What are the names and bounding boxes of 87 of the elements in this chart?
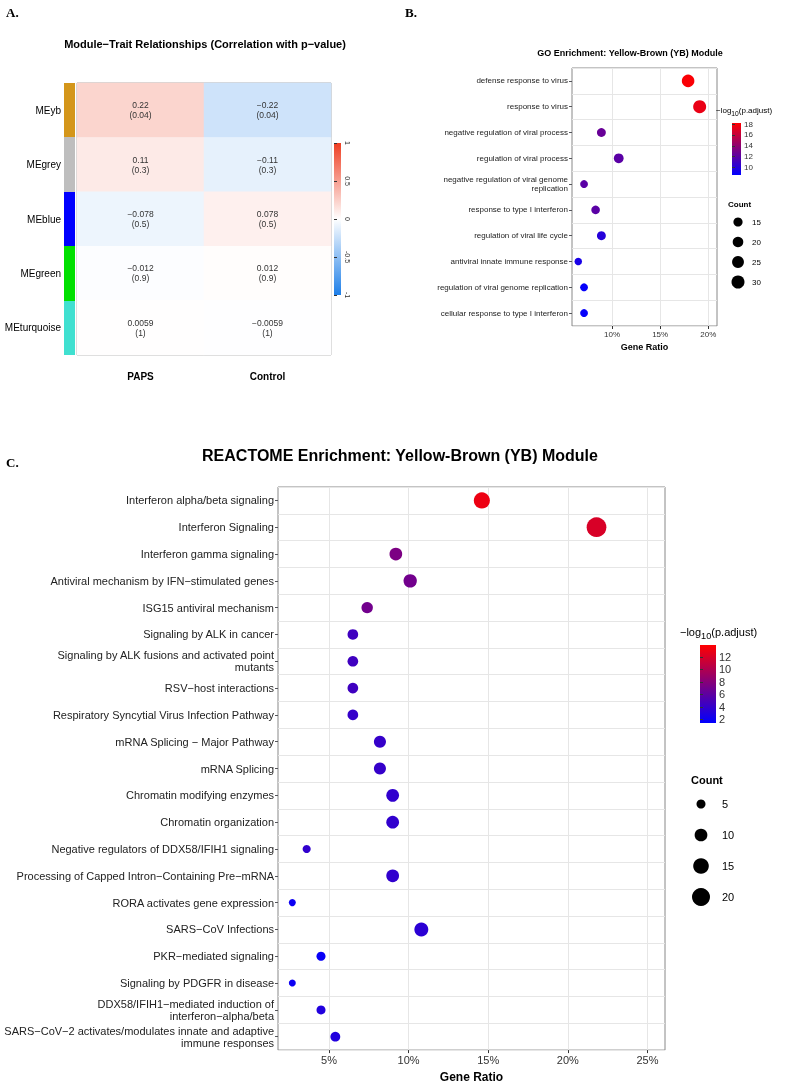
data-label: 0.0059 (1) (127, 317, 154, 338)
text: B. (405, 5, 417, 20)
chart-title: REACTOME Enrichment: Yellow-Brown (YB) Module (202, 446, 599, 464)
y-tick-label: ISG15 antiviral mechanism (142, 601, 274, 614)
color-bar-label: 8 (719, 675, 726, 688)
y-tick-label: PKR−mediated signaling (153, 950, 274, 963)
y-tick-label: Chromatin modifying enzymes (126, 789, 275, 802)
y-tick-label: Processing of Capped Intron−Containing Pre−mRNA (16, 869, 275, 882)
y-tick-label: regulation of viral life cycle (474, 231, 569, 241)
data-label: −0.012 (0.9) (127, 263, 154, 284)
legend-label: 20 (752, 237, 762, 247)
legend-label: 30 (752, 277, 762, 287)
y-tick-label: RORA activates gene expression (112, 896, 274, 909)
chart-title: GO Enrichment: Yellow-Brown (YB) Module (537, 47, 723, 58)
y-tick-label: mRNA Splicing − Major Pathway (115, 735, 275, 748)
y-tick-label: response to type I interferon (468, 205, 568, 215)
data-label: −0.0059 (1) (252, 317, 284, 338)
y-tick-label: response to virus (507, 102, 568, 112)
color-bar-title: −log$_{10}$(p.adjust) (716, 106, 773, 118)
data-label: 0.012 (0.9) (256, 263, 279, 284)
y-tick-label: Signaling by ALK fusions and activated point mutants (57, 649, 275, 674)
y-tick-label: MEgrey (26, 159, 61, 171)
y-tick-label: Interferon Signaling (178, 521, 274, 534)
y-tick-label: negative regulation of viral genome replication (443, 175, 569, 193)
color-bar-label: 12 (719, 650, 732, 663)
color-bar-title: −log$_{10}$(p.adjust) (680, 626, 758, 643)
color-bar-label: 14 (744, 141, 754, 151)
x-tick-label: PAPS (127, 370, 155, 382)
data-label: 0.22 (0.04) (129, 100, 152, 121)
legend-title: Count (691, 773, 724, 786)
color-bar-label: 6 (719, 688, 726, 701)
x-axis-title: Gene Ratio (439, 1070, 504, 1084)
color-bar-label: 4 (719, 700, 726, 713)
y-tick-label: Interferon gamma signaling (140, 548, 274, 561)
y-tick-label: Respiratory Syncytial Virus Infection Pathway (52, 708, 275, 721)
y-tick-label: Interferon alpha/beta signaling (126, 494, 274, 507)
text: A. (6, 5, 19, 20)
x-tick-label: 10% (397, 1053, 420, 1066)
y-tick-label: regulation of viral process (476, 153, 568, 163)
y-tick-label: mRNA Splicing (200, 762, 274, 775)
y-tick-label: regulation of viral genome replication (437, 282, 568, 292)
legend-title: Count (728, 199, 752, 209)
y-tick-label: cellular response to type I interferon (440, 308, 568, 318)
color-bar-label: 10 (719, 663, 732, 676)
y-tick-label: RSV−host interactions (164, 682, 275, 695)
y-tick-label: Signaling by PDGFR in disease (119, 977, 274, 990)
y-tick-label: MEblue (27, 213, 62, 225)
chart-title: Module−Trait Relationships (Correlation with p−value) (64, 37, 347, 50)
y-tick-label: Antiviral mechanism by IFN−stimulated genes (50, 574, 275, 587)
x-axis-title: Gene Ratio (620, 342, 669, 353)
data-label: −0.11 (0.3) (257, 154, 279, 175)
data-label: −0.078 (0.5) (127, 209, 154, 229)
y-tick-label: SARS−CoV−2 activates/modulates innate and adaptive immune responses (4, 1024, 275, 1049)
y-tick-label: DDX58/IFIH1−mediated induction of interferon−alpha/beta (97, 997, 275, 1022)
x-tick-label: Control (249, 370, 286, 382)
color-bar-label: 18 (744, 119, 754, 129)
data-label: 0.11 (0.3) (131, 154, 150, 175)
y-tick-label: negative regulation of viral process (444, 128, 568, 137)
y-tick-label: antiviral innate immune response (450, 257, 569, 266)
x-tick-label: 5% (321, 1053, 338, 1066)
x-tick-label: 20% (556, 1053, 580, 1066)
data-label: −0.22 (0.04) (256, 100, 279, 121)
data-label: 0.078 (0.5) (256, 209, 279, 229)
y-tick-label: defense response to virus (476, 76, 568, 86)
text: C. (6, 455, 19, 470)
x-tick-label: 20% (700, 329, 717, 339)
color-bar-label: 12 (744, 152, 754, 162)
legend-label: 15 (752, 217, 762, 227)
x-tick-label: 25% (636, 1053, 659, 1066)
color-bar-label: 10 (744, 162, 754, 172)
legend-label: 5 (722, 798, 729, 810)
y-tick-label: MEturquoise (4, 322, 62, 334)
color-bar-label: 2 (719, 713, 726, 726)
legend-label: 15 (722, 860, 735, 872)
y-tick-label: Negative regulators of DDX58/IFIH1 signaling (51, 842, 274, 855)
x-tick-label: 15% (652, 329, 669, 339)
color-bar-label: 16 (744, 130, 754, 140)
y-tick-label: MEgreen (20, 267, 61, 279)
legend-label: 10 (722, 829, 735, 841)
y-tick-label: SARS−CoV Infections (166, 923, 275, 936)
legend-label: 20 (722, 891, 735, 903)
y-tick-label: Chromatin organization (160, 816, 274, 829)
y-tick-label: Signaling by ALK in cancer (143, 628, 275, 641)
y-tick-label: MEyb (35, 104, 62, 116)
x-tick-label: 15% (477, 1053, 500, 1066)
x-tick-label: 10% (603, 329, 620, 339)
legend-label: 25 (752, 257, 762, 267)
